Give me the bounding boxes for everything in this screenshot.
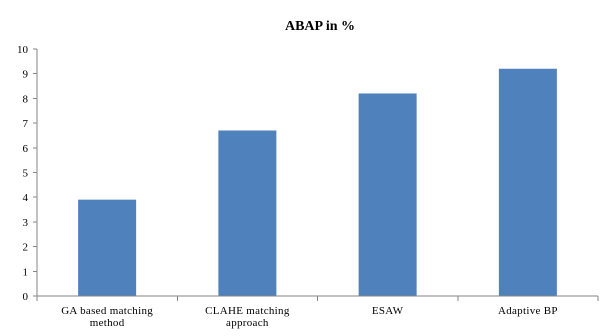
x-tick-label: method — [90, 317, 125, 329]
bar — [358, 93, 417, 297]
y-axis: 0 1 2 3 4 5 6 7 8 9 10 — [17, 44, 38, 303]
x-tick-label: ESAW — [372, 305, 404, 317]
bar — [78, 199, 137, 296]
bar — [218, 130, 277, 296]
y-tick-label: 1 — [23, 266, 29, 278]
x-tick-label: GA based matching — [61, 305, 153, 317]
y-tick-label: 7 — [23, 118, 29, 130]
bar — [498, 68, 557, 296]
x-tick-label: approach — [226, 317, 269, 329]
y-tick-label: 9 — [23, 69, 29, 81]
y-tick-label: 0 — [23, 291, 29, 303]
bar-series — [78, 68, 557, 297]
y-tick-label: 4 — [23, 192, 29, 204]
y-tick-label: 6 — [23, 143, 29, 155]
y-tick-label: 5 — [23, 168, 29, 180]
y-tick-label: 8 — [23, 93, 29, 105]
chart-title: ABAP in % — [285, 19, 355, 34]
x-tick-label: CLAHE matching — [205, 305, 290, 317]
x-tick-label: Adaptive BP — [498, 305, 558, 317]
y-tick-label: 2 — [23, 242, 29, 254]
y-tick-label: 3 — [23, 217, 29, 229]
y-tick-label: 10 — [17, 44, 29, 56]
